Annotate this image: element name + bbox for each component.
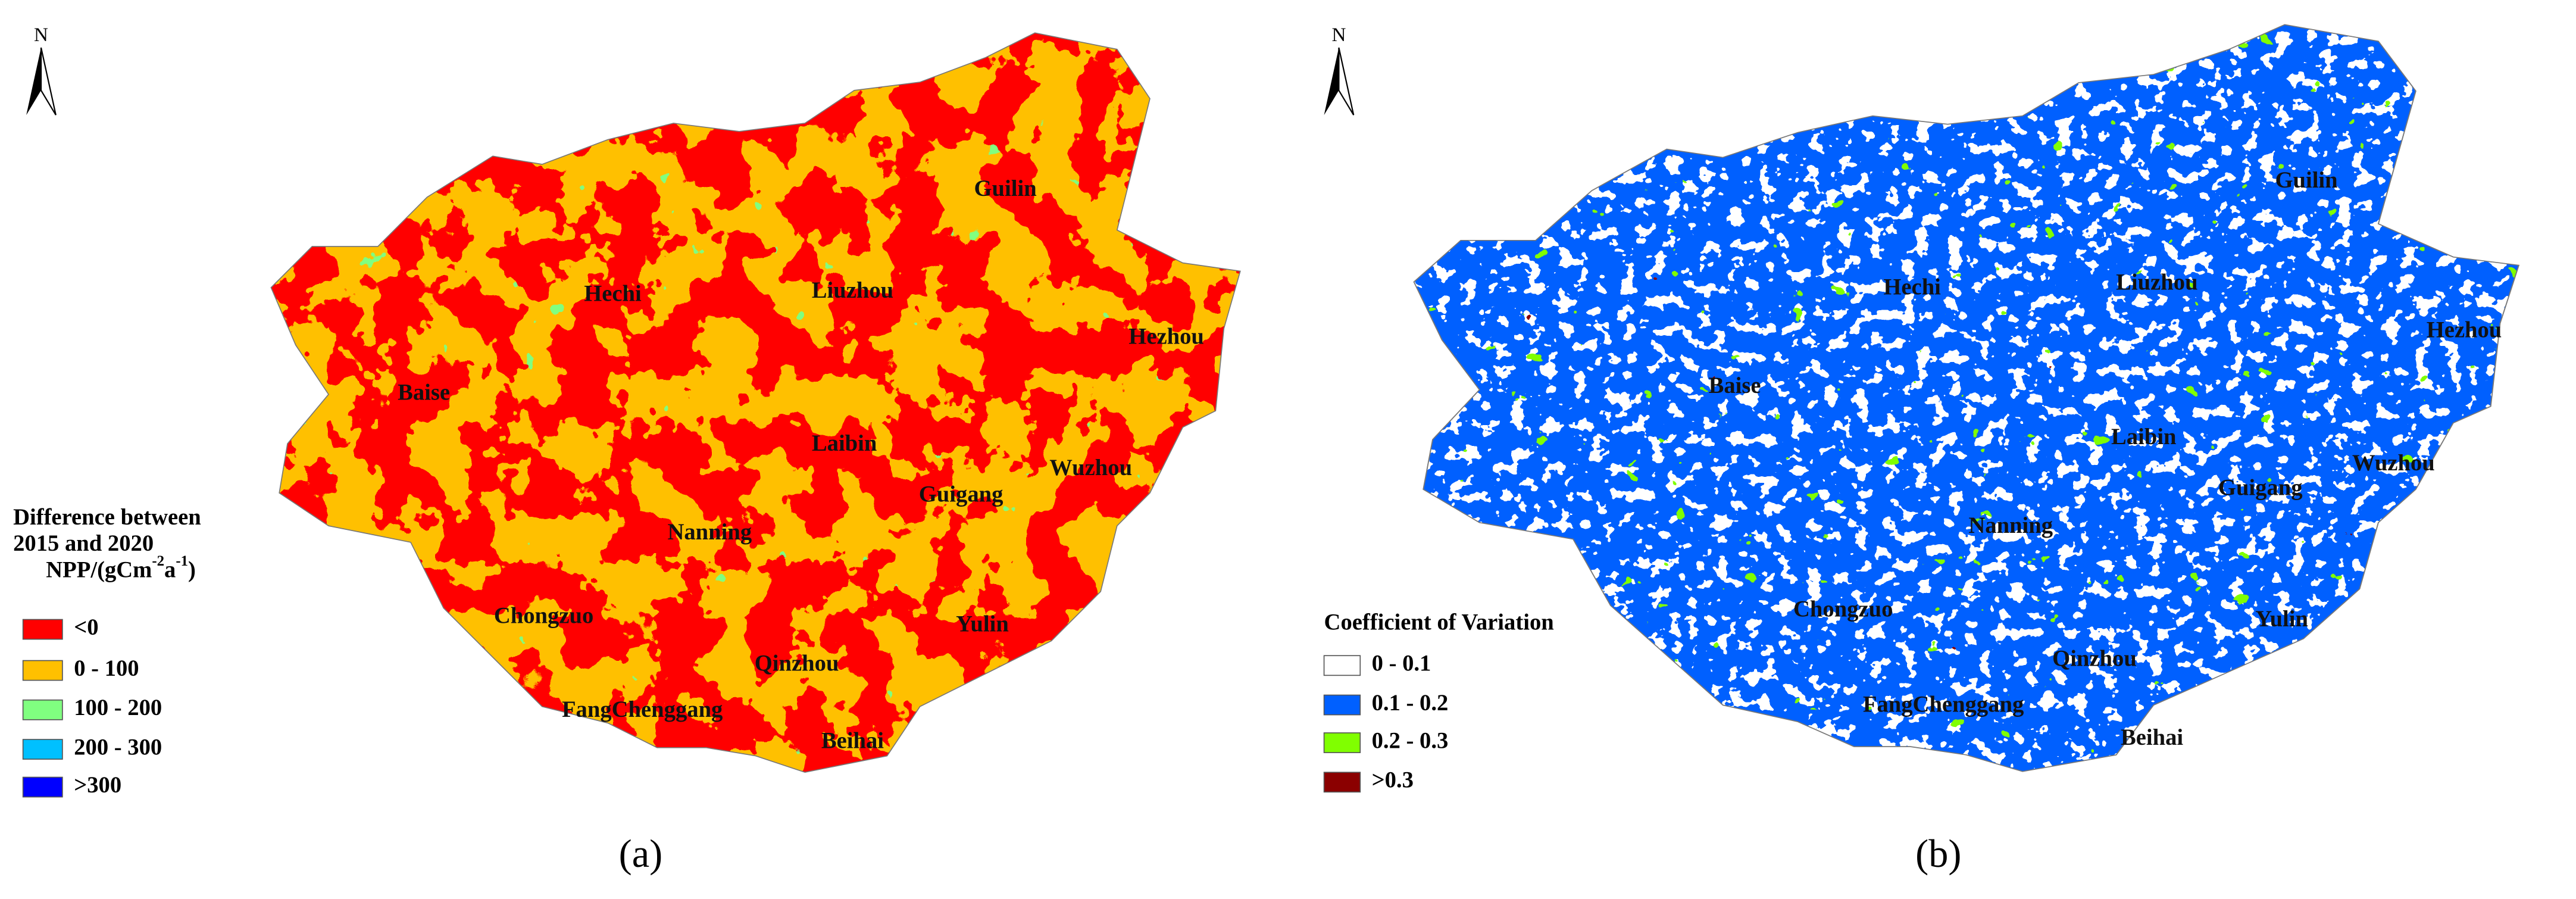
map-outline: [270, 32, 1241, 773]
city-label: Nanning: [1968, 513, 2053, 538]
city-label: Qinzhou: [2052, 646, 2137, 671]
legend-swatch: [22, 619, 63, 640]
north-label: N: [34, 24, 48, 46]
map: [1413, 24, 2520, 772]
panel: N Guilin Hechi Liuzhou Hezhou Baise Laibin Wuzh…: [1323, 24, 2520, 876]
map-fill: [271, 33, 1240, 773]
legend-title: Difference between: [13, 505, 201, 530]
panel-caption: (b): [1915, 832, 1961, 876]
north-arrow: [1338, 47, 1355, 116]
panel-caption: (a): [619, 832, 663, 876]
city-label: Chongzuo: [494, 604, 593, 629]
unit-exponent: -2: [152, 553, 164, 569]
legend-label: 0.1 - 0.2: [1372, 691, 1449, 716]
legend-title: Coefficient of Variation: [1324, 610, 1554, 635]
city-label: Hechi: [1883, 275, 1941, 300]
city-label: Guigang: [919, 482, 1003, 507]
city-label: Chongzuo: [1793, 597, 1893, 622]
city-label: Hechi: [584, 282, 642, 307]
figure-content: N Guilin Hechi Liuzhou Hezhou Baise Laibin Wuzh…: [13, 24, 2520, 876]
city-label: Laibin: [812, 431, 877, 456]
legend-swatch: [1323, 655, 1361, 676]
city-label: Nanning: [667, 520, 752, 545]
legend-label: >300: [74, 773, 121, 798]
unit-text: ): [188, 557, 196, 582]
legend-swatch: [22, 739, 63, 760]
city-label: Beihai: [2121, 725, 2183, 750]
legend-label: 0.2 - 0.3: [1372, 728, 1449, 753]
north-arrow: [26, 48, 41, 116]
legend-swatch: [22, 660, 63, 681]
unit-exponent: -1: [176, 553, 188, 569]
unit-text: a: [164, 557, 176, 582]
city-label: Yulin: [956, 611, 1009, 636]
legend-label: 0 - 0.1: [1372, 651, 1431, 676]
city-label: Laibin: [2111, 424, 2177, 450]
legend-label: 100 - 200: [74, 695, 162, 720]
north-arrow: [40, 47, 57, 116]
legend-swatch: [1323, 694, 1361, 716]
city-label: Yulin: [2255, 607, 2308, 632]
city-label: Qinzhou: [755, 651, 839, 676]
map-outline: [1413, 24, 2520, 772]
city-label: FangChenggang: [1863, 692, 2024, 717]
legend-swatch: [22, 776, 63, 798]
city-label: Baise: [1709, 373, 1761, 398]
city-label: Guilin: [2275, 168, 2337, 193]
city-label: Liuzhou: [812, 278, 893, 303]
legend-label: 200 - 300: [74, 735, 162, 760]
legend-unit: NPP/(gCm-2a-1): [46, 553, 196, 583]
city-label: FangChenggang: [562, 697, 723, 722]
north-arrow: [1324, 48, 1339, 116]
legend-label: <0: [74, 615, 98, 640]
city-label: Wuzhou: [1049, 455, 1132, 480]
legend-swatch: [1323, 772, 1361, 793]
city-label: Beihai: [821, 728, 884, 753]
legend-label: 0 - 100: [74, 656, 139, 681]
city-label: Hezhou: [2427, 317, 2502, 342]
unit-text: NPP/(gCm: [46, 557, 152, 582]
legend-swatch: [22, 699, 63, 720]
city-label: Guilin: [974, 176, 1037, 201]
map-fill: [1414, 24, 2519, 772]
legend-swatch: [1323, 732, 1361, 753]
north-label: N: [1331, 24, 1346, 46]
city-label: Hezhou: [1128, 324, 1204, 349]
city-label: Baise: [398, 380, 450, 405]
map: [270, 32, 1241, 773]
legend-label: >0.3: [1372, 768, 1414, 793]
city-label: Guigang: [2218, 475, 2303, 500]
legend-title: 2015 and 2020: [13, 531, 154, 556]
city-label: Wuzhou: [2352, 451, 2435, 476]
city-label: Liuzhou: [2116, 270, 2197, 295]
panel: N Guilin Hechi Liuzhou Hezhou Baise Laibin Wuzh…: [13, 24, 1241, 876]
